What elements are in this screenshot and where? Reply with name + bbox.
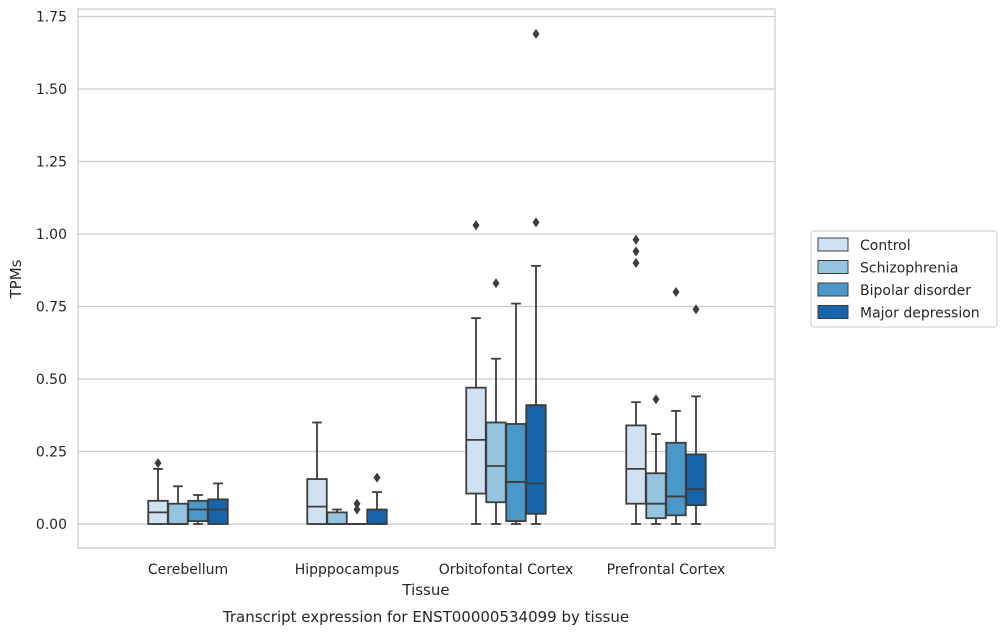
box-control <box>465 220 487 525</box>
box-series <box>147 28 707 525</box>
x-tick-label: Prefrontal Cortex <box>607 562 726 578</box>
y-axis-label: TPMs <box>7 259 25 299</box>
outlier-point <box>672 287 680 297</box>
y-tick-label: 1.50 <box>36 82 67 98</box>
iqr-box <box>485 421 507 504</box>
legend-swatch <box>817 260 849 274</box>
box-schizophrenia <box>485 278 507 525</box>
y-tick-label: 1.00 <box>36 227 67 243</box>
iqr-box <box>665 441 687 517</box>
iqr-box <box>625 424 647 505</box>
iqr-box <box>645 472 667 520</box>
legend-swatch <box>817 282 849 297</box>
outlier-point <box>353 504 361 515</box>
outlier-point <box>692 304 700 315</box>
iqr-box <box>366 508 388 525</box>
box-control <box>625 234 647 525</box>
iqr-box <box>685 453 707 507</box>
legend-label: Schizophrenia <box>860 261 958 277</box>
y-tick-label: 0.00 <box>36 517 67 533</box>
iqr-box <box>505 423 527 523</box>
y-tick-label: 1.25 <box>36 155 67 171</box>
outlier-point <box>632 258 640 268</box>
plot-area <box>77 8 776 549</box>
iqr-box <box>306 478 328 525</box>
box-major-depression <box>207 482 229 525</box>
x-tick-label: Orbitofontal Cortex <box>439 562 574 578</box>
legend: Control Schizophrenia Bipolar disorder Majo… <box>810 230 998 328</box>
outlier-point <box>632 234 640 245</box>
iqr-box <box>187 499 209 522</box>
legend-swatch <box>817 305 849 319</box>
outlier-point <box>632 246 640 257</box>
box-major-depression <box>525 28 547 525</box>
box-schizophrenia <box>326 508 348 525</box>
outlier-point <box>154 458 162 469</box>
outlier-point <box>373 472 381 483</box>
legend-frame <box>810 230 998 328</box>
outlier-point <box>532 28 540 39</box>
y-tick-label: 1.75 <box>36 10 67 26</box>
iqr-box <box>167 502 189 525</box>
x-tick-label: Hipppocampus <box>295 562 400 578</box>
box-major-depression <box>685 304 707 525</box>
x-axis-label: Tissue <box>401 581 449 599</box>
x-tick-labels: Cerebellum Hipppocampus Orbitofontal Corte… <box>148 562 725 578</box>
y-tick-labels: 0.00 0.25 0.50 0.75 1.00 1.25 1.50 1.75 <box>36 10 67 534</box>
outlier-point <box>532 217 540 228</box>
x-tick-label: Cerebellum <box>148 562 228 578</box>
y-tick-label: 0.75 <box>36 300 67 316</box>
legend-label: Bipolar disorder <box>860 283 971 299</box>
chart-caption: Transcript expression for ENST0000053409… <box>222 608 629 626</box>
outlier-point <box>472 220 480 231</box>
box-control <box>306 421 328 525</box>
outlier-point <box>492 278 500 289</box>
box-major-depression <box>366 472 388 525</box>
iqr-box <box>525 404 547 515</box>
box-schizophrenia <box>167 485 189 525</box>
outlier-point <box>353 498 361 509</box>
iqr-box <box>326 511 348 525</box>
legend-label: Major depression <box>860 306 980 322</box>
y-tick-label: 0.50 <box>36 372 67 388</box>
y-tick-label: 0.25 <box>36 445 67 461</box>
legend-swatch <box>817 237 849 252</box>
outlier-point <box>652 394 660 405</box>
legend-label: Control <box>860 238 911 254</box>
iqr-box <box>207 498 229 525</box>
